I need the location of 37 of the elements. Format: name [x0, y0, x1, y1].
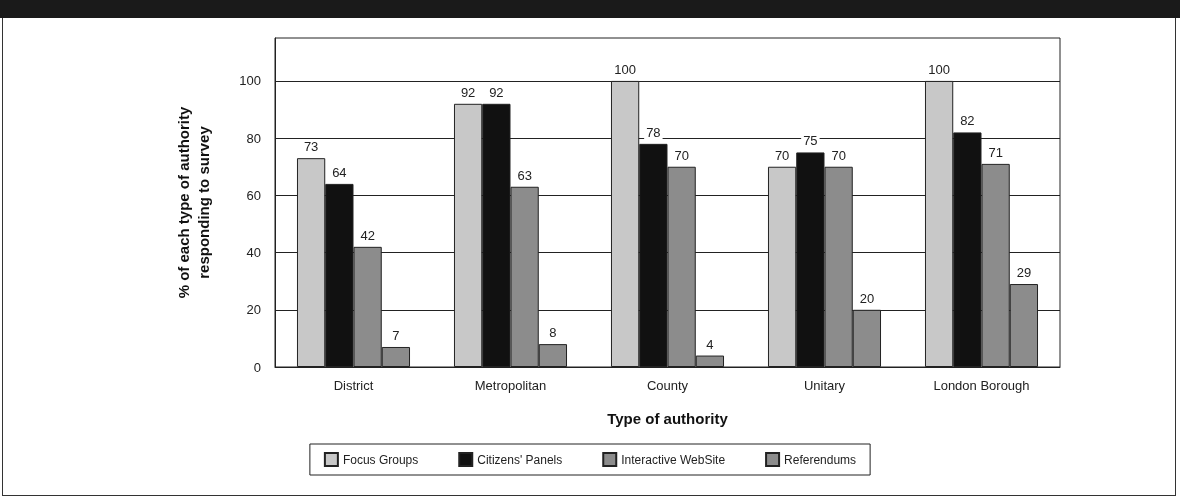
data-label: 70	[831, 147, 846, 163]
y-tick-label: 40	[246, 245, 261, 261]
data-label: 42	[360, 227, 375, 243]
data-label: 71	[988, 144, 1003, 160]
y-tick-label: 100	[239, 73, 261, 89]
data-label: 70	[674, 147, 689, 163]
legend-label: Interactive WebSite	[621, 452, 726, 467]
legend-label: Referendums	[784, 452, 857, 467]
y-axis-title: % of each type of authority responding to survey	[174, 106, 212, 299]
x-tick-label: District	[333, 378, 374, 393]
data-label: 70	[774, 147, 790, 163]
y-tick-label: 60	[246, 187, 261, 203]
data-label: 92	[489, 84, 504, 100]
data-label: 75	[803, 133, 818, 149]
y-tick-label: 0	[253, 359, 261, 375]
y-tick-label: 80	[246, 130, 261, 146]
y-tick-label: 20	[246, 302, 261, 318]
data-label: 29	[1016, 265, 1032, 281]
data-label: 7	[392, 327, 400, 343]
x-tick-label: County	[646, 378, 689, 393]
data-label: 63	[517, 167, 532, 183]
data-label: 92	[460, 84, 476, 100]
data-label: 4	[706, 336, 714, 352]
data-label: 100	[928, 61, 950, 77]
x-tick-label: Metropolitan	[474, 378, 547, 393]
data-label: 73	[303, 139, 319, 155]
data-label: 78	[646, 124, 661, 140]
legend-label: Focus Groups	[342, 452, 419, 467]
x-tick-label: Unitary	[803, 378, 846, 393]
data-label: 100	[614, 61, 636, 77]
x-axis-title: Type of authority	[607, 410, 729, 427]
data-label: 20	[859, 290, 875, 306]
data-label: 64	[332, 164, 347, 180]
legend-label: Citizens' Panels	[477, 452, 563, 467]
data-label: 82	[960, 113, 975, 129]
x-tick-label: London Borough	[933, 378, 1030, 393]
data-label: 8	[549, 325, 557, 341]
